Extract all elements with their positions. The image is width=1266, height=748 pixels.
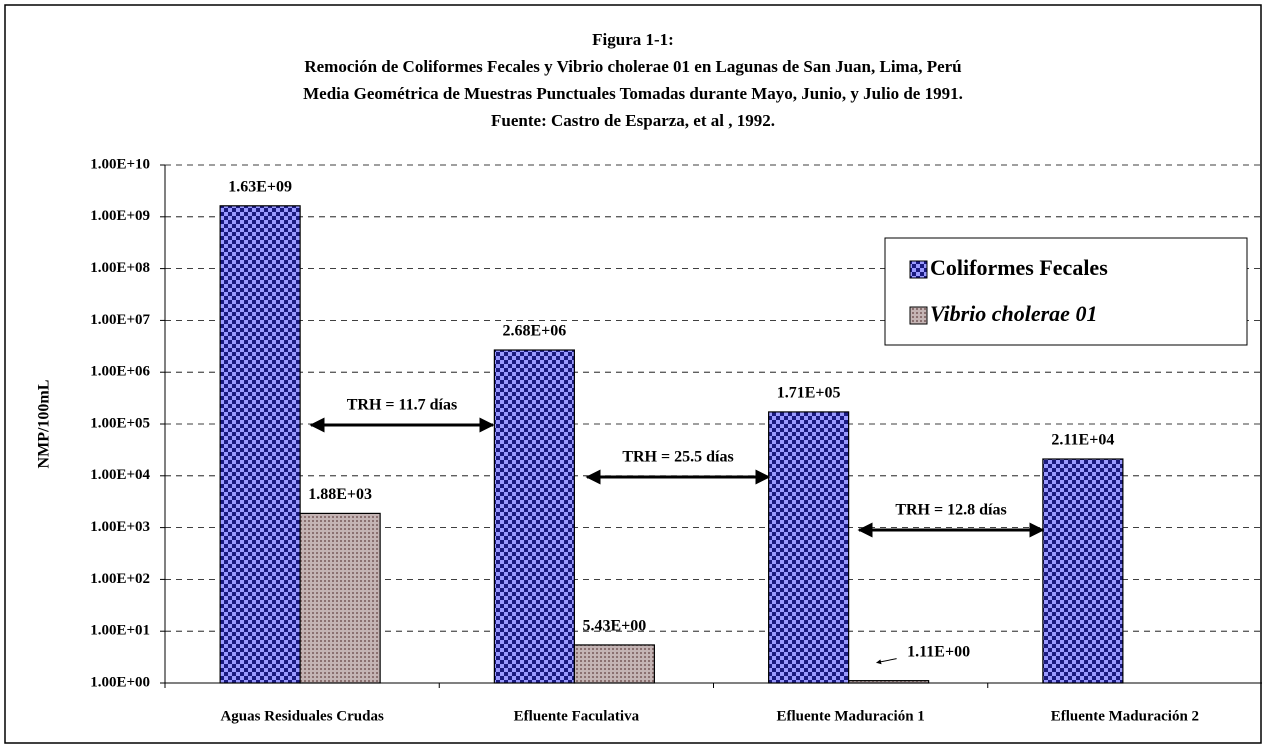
data-label: 1.71E+05 [777,385,841,402]
y-tick-label: 1.00E+09 [90,208,150,224]
data-label: 2.11E+04 [1051,432,1114,449]
y-tick-label: 1.00E+10 [90,156,150,172]
data-label: 1.11E+00 [907,643,970,660]
bar [1042,458,1124,684]
y-axis-label: NMP/100mL [36,380,53,469]
data-label: 1.63E+09 [228,178,292,195]
y-tick-label: 1.00E+07 [90,312,150,328]
chart-title: Remoción de Coliformes Fecales y Vibrio … [304,57,961,76]
x-tick-label: Efluente Maduración 2 [1051,708,1199,724]
bar [299,512,381,684]
data-label: 5.43E+00 [582,618,646,635]
frame [4,4,1262,744]
x-tick-label: Aguas Residuales Crudas [220,708,384,724]
bar [573,644,655,684]
data-label: 1.88E+03 [308,486,372,503]
annotation: TRH = 11.7 días [347,397,457,414]
y-tick-label: 1.00E+05 [90,415,150,431]
legend-box [884,237,1248,346]
leader-line [876,658,897,665]
data-label: 2.68E+06 [502,323,566,340]
annotation: TRH = 12.8 días [895,502,1006,519]
legend-swatch [909,260,928,279]
x-tick-label: Efluente Maduración 1 [776,708,924,724]
annotation: TRH = 25.5 días [622,449,733,466]
bar [219,205,301,684]
y-tick-label: 1.00E+04 [90,467,150,483]
legend-label: Coliformes Fecales [930,255,1108,280]
chart-title: Fuente: Castro de Esparza, et al , 1992. [491,111,775,130]
bar [768,411,850,684]
y-tick-label: 1.00E+08 [90,260,150,276]
chart-title: Media Geométrica de Muestras Punctuales … [303,84,963,103]
y-tick-label: 1.00E+03 [90,519,150,535]
chart-title: Figura 1-1: [592,30,674,49]
y-tick-label: 1.00E+00 [90,674,150,690]
legend-label: Vibrio cholerae 01 [930,301,1097,326]
y-tick-label: 1.00E+01 [90,623,150,639]
bar [493,349,575,684]
y-tick-label: 1.00E+02 [90,571,150,587]
x-tick-label: Efluente Faculativa [514,708,640,724]
y-tick-label: 1.00E+06 [90,364,150,380]
legend-swatch [909,306,928,325]
bar [848,680,930,684]
